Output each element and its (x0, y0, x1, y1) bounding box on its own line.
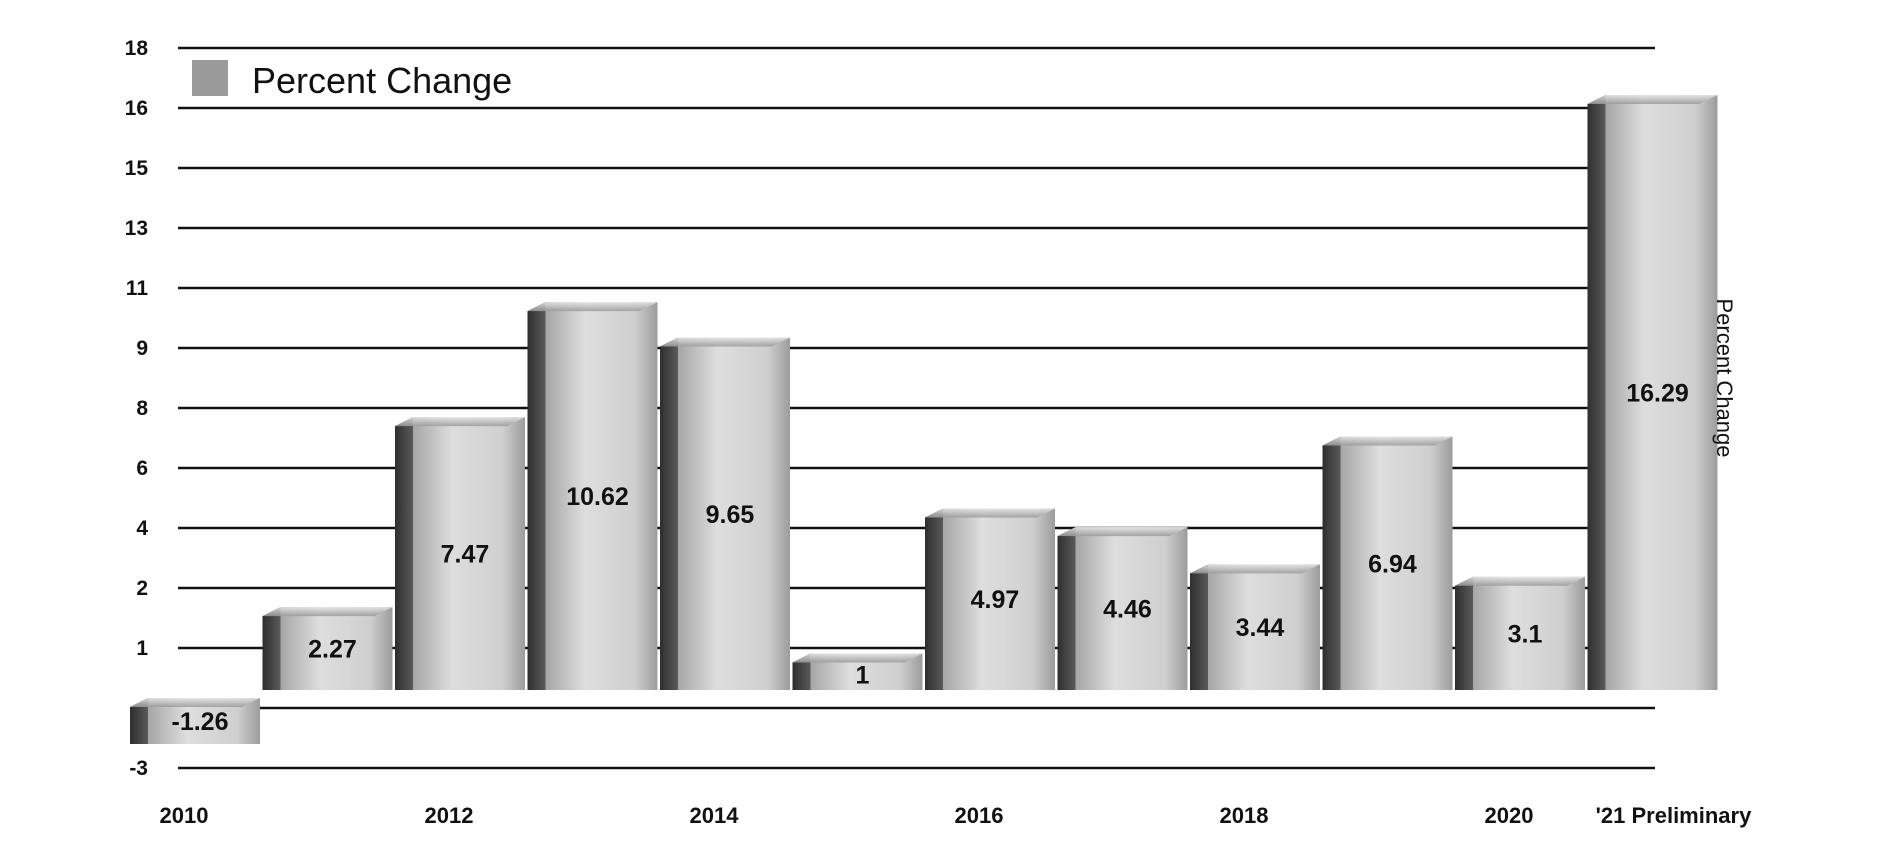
bar-side (527, 302, 546, 690)
x-tick-label: 2016 (955, 803, 1004, 828)
data-label: 6.94 (1368, 550, 1417, 578)
bar-side (1322, 436, 1341, 690)
data-label: 10.62 (566, 483, 629, 511)
legend: Percent Change (192, 60, 512, 101)
bar-top (130, 698, 260, 707)
data-label: -1.26 (172, 708, 229, 736)
data-label: 2.27 (308, 636, 357, 664)
x-tick-label: 2012 (425, 803, 474, 828)
y-tick-label: 18 (125, 37, 149, 60)
bar-front (1075, 527, 1188, 690)
x-tick-label: 2010 (160, 803, 209, 828)
bar-front (1473, 576, 1585, 690)
bar-front (678, 337, 790, 690)
bar-front (1605, 95, 1718, 690)
bar: 16.29 (1587, 95, 1718, 690)
bar-side (1587, 95, 1606, 690)
y-tick-label: 9 (136, 337, 148, 360)
bar-front (545, 302, 658, 690)
y-tick-label: 1 (136, 637, 148, 660)
bar-front (1208, 564, 1320, 690)
bar: 3.1 (1455, 576, 1585, 690)
bar: -1.26 (130, 698, 260, 745)
bar-front (413, 417, 525, 690)
y-axis-ticks: 18 16 15 13 11 9 8 6 4 2 1 -3 (125, 37, 149, 780)
bar-top (1057, 527, 1188, 537)
data-label: 4.97 (971, 586, 1020, 614)
bar: 6.94 (1322, 436, 1453, 690)
bar-top (925, 508, 1055, 518)
bar-side (1455, 576, 1473, 690)
data-label: 4.46 (1103, 596, 1152, 624)
bar-front (280, 607, 393, 690)
bar-front (1340, 436, 1453, 690)
bar-top (792, 653, 923, 663)
bar-top (527, 302, 658, 312)
bar-top (395, 417, 525, 427)
bar-top (1587, 95, 1718, 104)
data-label: 16.29 (1626, 380, 1689, 408)
bar-top (1190, 564, 1320, 574)
y-tick-label: 8 (136, 397, 148, 420)
y-tick-label: 4 (136, 517, 148, 540)
bar: 10.62 (527, 302, 658, 690)
bar-side (660, 337, 678, 690)
bar-front (943, 508, 1055, 690)
y-tick-label: 6 (136, 457, 148, 480)
bar-top (262, 607, 393, 617)
legend-swatch (192, 60, 228, 96)
bar-top (1322, 436, 1453, 446)
bar: 3.44 (1190, 564, 1320, 690)
bars: -1.26 2.27 7.47 10.62 9.65 1 4.97 4.46 3.44 6.94 3… (130, 95, 1718, 745)
x-tick-label: 2014 (690, 803, 740, 828)
bar-side (925, 508, 943, 690)
bar: 9.65 (660, 337, 790, 690)
x-tick-label: 2020 (1485, 803, 1534, 828)
y-tick-label: -3 (129, 757, 148, 780)
y-axis-title: Percent Change (1712, 299, 1737, 458)
x-tick-label: '21 Preliminary (1596, 803, 1752, 828)
y-tick-label: 15 (125, 157, 149, 180)
data-label: 3.1 (1508, 620, 1543, 648)
data-label: 9.65 (706, 501, 755, 529)
data-label: 3.44 (1236, 614, 1285, 642)
legend-label: Percent Change (252, 60, 512, 101)
bar-side (792, 653, 811, 690)
y-tick-label: 13 (125, 217, 148, 240)
y-tick-label: 2 (136, 577, 148, 600)
bar-side (1057, 527, 1076, 690)
bar-top (1455, 576, 1585, 586)
x-tick-label: 2018 (1220, 803, 1269, 828)
bar-side (1190, 564, 1208, 690)
bar-top (660, 337, 790, 347)
bar-side (395, 417, 413, 690)
y-tick-label: 11 (126, 277, 149, 300)
bar: 2.27 (262, 607, 393, 690)
x-axis-ticks: 2010 2012 2014 2016 2018 2020 '21 Preliminary (160, 803, 1753, 828)
data-label: 7.47 (441, 541, 490, 569)
bar: 4.97 (925, 508, 1055, 690)
y-tick-label: 16 (125, 97, 148, 120)
bar: 7.47 (395, 417, 525, 690)
data-label: 1 (856, 662, 870, 690)
bar-side (130, 698, 148, 745)
bar: 4.46 (1057, 527, 1188, 690)
bar: 1 (792, 653, 923, 690)
bar-side (262, 607, 281, 690)
